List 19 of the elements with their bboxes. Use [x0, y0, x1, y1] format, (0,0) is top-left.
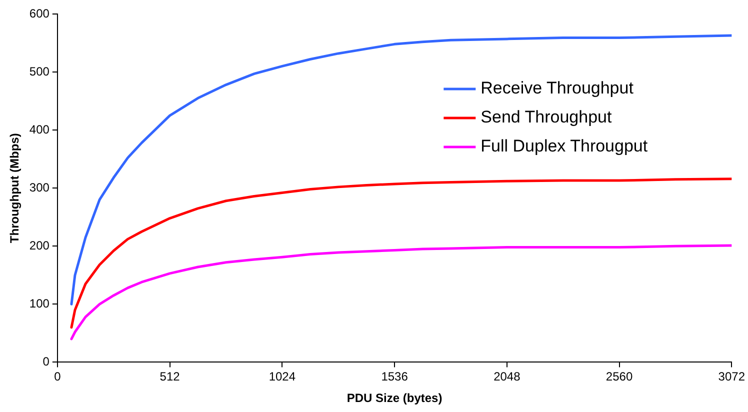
x-axis-title: PDU Size (bytes)	[346, 391, 442, 406]
x-tick-label: 2560	[606, 370, 633, 384]
x-tick-label: 3072	[718, 370, 746, 384]
x-tick-label: 512	[160, 370, 180, 384]
x-tick-label: 0	[54, 370, 62, 384]
legend-label: Receive Throughput	[480, 78, 634, 98]
y-axis-title: Throughput (Mbps)	[8, 133, 22, 244]
y-tick-label: 100	[29, 296, 50, 310]
legend-label: Full Duplex Througput	[480, 136, 648, 156]
y-tick-label: 400	[29, 122, 50, 136]
y-tick-label: 300	[29, 180, 50, 194]
y-tick-label: 600	[29, 6, 50, 20]
x-tick-label: 1024	[268, 370, 296, 384]
y-tick-label: 0	[42, 354, 50, 369]
legend-label: Send Throughput	[480, 108, 612, 127]
x-tick-label: 1536	[381, 370, 408, 384]
x-tick-label: 2048	[494, 370, 521, 384]
y-tick-label: 200	[29, 238, 50, 252]
y-tick-label: 500	[29, 64, 50, 78]
